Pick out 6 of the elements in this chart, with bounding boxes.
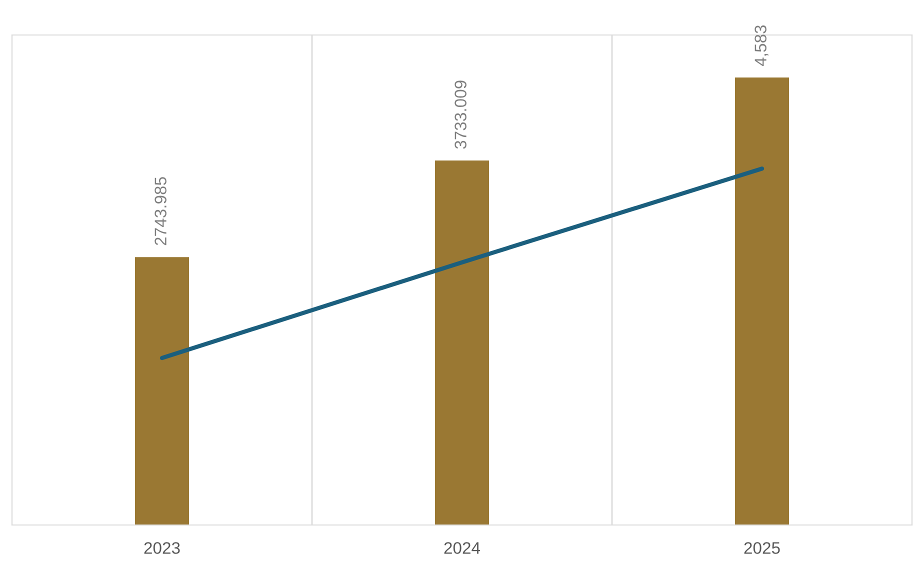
data-label: 4,583 xyxy=(754,25,768,66)
x-tick-label: 2023 xyxy=(144,542,180,554)
x-tick-label: 2025 xyxy=(744,542,780,554)
data-label: 3733.009 xyxy=(454,80,466,149)
x-tick-label: 2024 xyxy=(444,542,480,554)
data-label: 2743.985 xyxy=(154,177,166,246)
